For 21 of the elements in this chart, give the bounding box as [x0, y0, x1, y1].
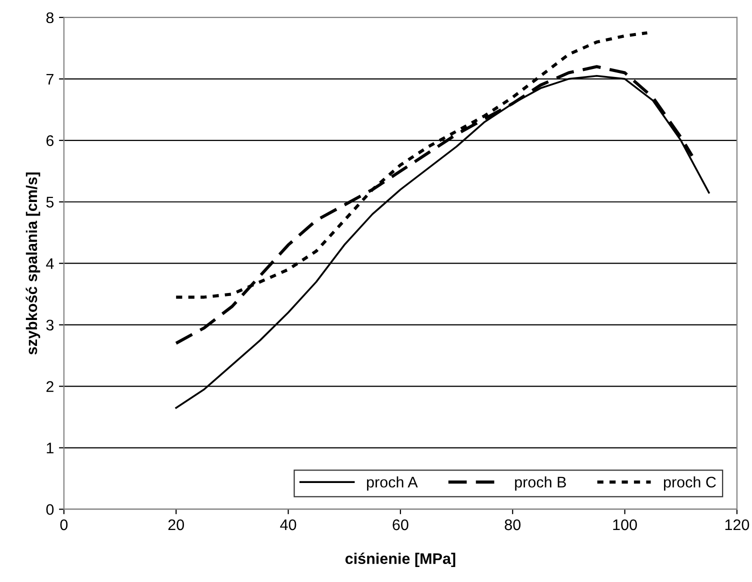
- y-tick-label: 2: [46, 381, 54, 392]
- y-tick-label: 8: [46, 12, 54, 24]
- x-tick-label: 0: [60, 519, 68, 530]
- x-tick-label: 60: [392, 519, 408, 530]
- x-tick-label: 80: [504, 519, 521, 530]
- y-tick-label: 0: [46, 504, 54, 515]
- y-tick-label: 1: [46, 442, 54, 454]
- x-tick-label: 40: [280, 519, 296, 530]
- y-tick-label: 5: [46, 196, 54, 208]
- y-axis-title: szybkość spalania [cm/s]: [26, 172, 40, 355]
- y-tick-label: 4: [46, 258, 54, 269]
- x-tick-label: 100: [613, 519, 637, 530]
- legend-label: proch B: [515, 476, 566, 491]
- legend-label: proch C: [664, 476, 716, 491]
- y-tick-label: 3: [46, 320, 54, 331]
- x-axis-title: ciśnienie [MPa]: [345, 552, 456, 568]
- x-tick-label: 20: [168, 519, 184, 530]
- y-tick-label: 6: [46, 135, 54, 146]
- y-tick-label: 7: [46, 74, 54, 84]
- x-tick-label: 120: [725, 519, 750, 530]
- legend-label: proch A: [367, 476, 418, 491]
